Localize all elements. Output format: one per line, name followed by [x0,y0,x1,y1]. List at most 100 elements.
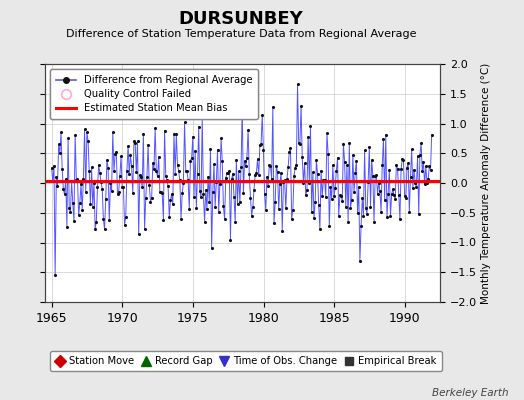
Point [226,236,235,243]
Point [279,179,288,186]
Point [425,163,433,170]
Point [390,192,398,198]
Point [186,158,194,164]
Point [192,204,201,211]
Point [219,203,227,209]
Point [259,146,268,153]
Point [61,176,70,182]
Point [92,218,101,225]
Point [324,151,332,157]
Point [369,172,377,179]
Point [276,181,284,187]
Point [224,170,232,176]
Point [328,196,336,202]
Point [404,160,412,166]
Point [114,189,123,195]
Point [389,186,397,192]
Point [278,227,287,234]
Point [131,140,139,146]
Point [152,168,160,174]
Point [304,133,312,140]
Point [163,176,171,183]
Point [414,211,423,217]
Point [322,193,330,200]
Point [168,191,176,198]
Point [60,191,69,198]
Point [384,190,392,197]
Point [261,207,270,214]
Point [49,178,57,184]
Point [50,162,58,169]
Point [200,218,209,225]
Point [103,157,111,163]
Point [147,195,156,202]
Point [374,191,382,197]
Point [417,140,425,146]
Point [123,167,131,174]
Point [180,119,189,126]
Point [334,212,343,219]
Point [77,181,85,187]
Point [173,162,182,168]
Point [275,206,283,212]
Point [75,200,84,206]
Point [210,161,218,168]
Point [84,138,92,144]
Point [149,160,157,167]
Point [155,154,163,160]
Point [396,216,404,222]
Point [353,210,362,216]
Point [284,164,292,170]
Point [264,182,272,189]
Point [65,205,73,211]
Point [294,140,303,146]
Point [191,148,199,154]
Point [310,215,318,221]
Point [248,204,257,210]
Point [169,200,177,207]
Point [181,168,190,174]
Point [72,177,81,184]
Point [343,162,351,169]
Point [266,162,275,169]
Point [305,180,313,186]
Point [346,205,355,211]
Point [405,208,413,215]
Point [345,139,354,146]
Point [141,195,150,202]
Point [299,180,308,186]
Point [221,216,229,222]
Point [209,188,217,195]
Point [364,179,373,186]
Point [135,231,143,238]
Point [179,180,188,186]
Point [110,168,118,174]
Point [372,172,380,178]
Point [137,174,145,181]
Point [289,207,297,213]
Point [102,196,110,202]
Point [206,146,215,152]
Point [107,188,116,194]
Point [313,171,322,178]
Point [223,170,231,176]
Point [80,126,89,133]
Point [64,135,72,142]
Point [314,202,323,209]
Point [185,206,193,212]
Point [277,170,285,176]
Point [57,129,65,136]
Point [104,164,112,171]
Point [243,154,251,161]
Point [329,162,337,168]
Point [190,194,198,200]
Point [344,218,352,225]
Point [342,204,350,210]
Point [271,199,279,206]
Point [420,181,429,187]
Point [387,191,396,197]
Point [58,166,67,172]
Point [89,204,97,210]
Point [258,112,266,118]
Point [336,192,344,198]
